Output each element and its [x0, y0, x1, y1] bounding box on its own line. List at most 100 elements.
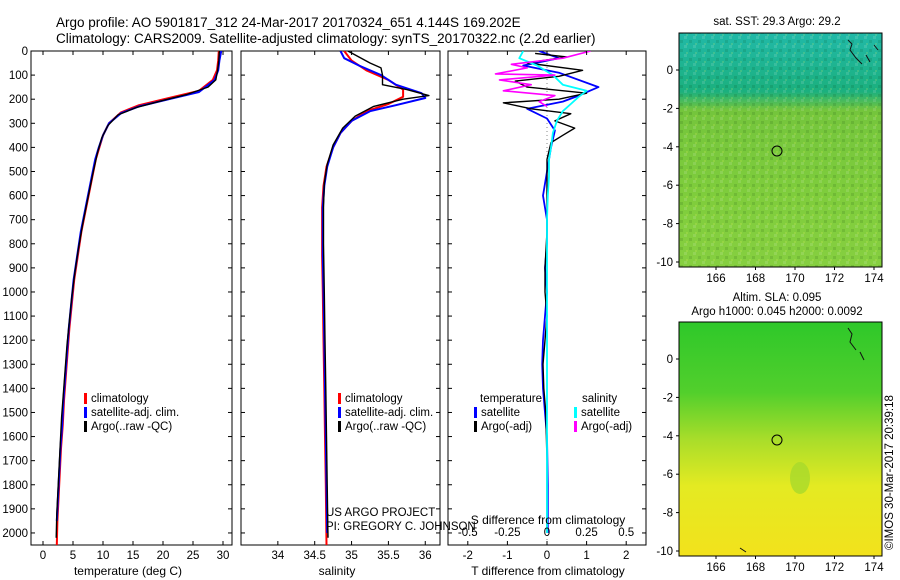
x-tick-label: 36: [419, 550, 432, 562]
legend-label-satellite: satellite-adj. clim.: [345, 407, 433, 419]
series-line-satellite-adj-clim-: [55, 51, 223, 521]
sla-axes: 0 -2 -4 -6 -8 -10 166 168 170 172 174: [656, 354, 884, 574]
legend-label-climatology: climatology: [91, 393, 149, 405]
map-lat-label: -10: [656, 546, 673, 558]
legend-title-salinity: salinity: [582, 393, 617, 405]
x-tick-label: 20: [157, 550, 170, 562]
series-line-t-satellite: [522, 51, 600, 533]
s-tick-label: 0.5: [618, 527, 634, 539]
x-tick-label: 10: [97, 550, 110, 562]
legend-swatch-climatology: [84, 393, 87, 404]
legend-swatch-s-argo: [574, 421, 577, 432]
series-line-climatology: [55, 51, 220, 545]
depth-tick-label: 1100: [3, 311, 28, 323]
map-lat-label: -10: [656, 257, 673, 269]
depth-tick-label: 200: [9, 94, 28, 106]
map-lat-label: -4: [663, 431, 674, 443]
depth-tick-label: 1000: [2, 287, 28, 299]
imos-stamp: ©IMOS 30-Mar-2017 20:39:18: [884, 395, 896, 550]
depth-tick-label: 500: [9, 166, 28, 178]
map-lon-label: 170: [785, 562, 804, 574]
sla-argo-location-marker: [771, 434, 783, 446]
difference-x-axis: -2 -1 0 1 2 -0.5 -0.25 0 0.25 0.5: [458, 51, 634, 562]
salinity-xlabel: salinity: [319, 564, 356, 578]
map-lon-label: 174: [864, 273, 884, 285]
map-lon-label: 172: [825, 273, 844, 285]
depth-tick-label: 900: [9, 263, 28, 275]
x-tick-label: 2: [623, 550, 629, 562]
s-tick-label: -0.5: [458, 527, 478, 539]
depth-tick-label: 1500: [2, 407, 28, 419]
depth-tick-label: 1700: [2, 456, 28, 468]
x-tick-label: 34: [271, 550, 284, 562]
legend-swatch-argo: [84, 421, 87, 432]
salinity-chart: [321, 51, 430, 545]
sst-axes: 0 -2 -4 -6 -8 -10 166 168 170 172 174: [656, 65, 884, 285]
s-difference-xlabel: S difference from climatology: [471, 513, 626, 527]
x-tick-label: 35: [345, 550, 358, 562]
map-lat-label: -8: [663, 508, 673, 520]
map-lon-label: 170: [785, 273, 804, 285]
legend-swatch-satellite: [338, 407, 341, 418]
credit-pi: PI: GREGORY C. JOHNSON: [326, 521, 476, 533]
sst-argo-location-marker: [771, 145, 783, 157]
map-lon-label: 166: [706, 273, 725, 285]
temperature-chart: [55, 51, 223, 545]
depth-tick-label: 0: [22, 46, 28, 58]
sla-subtitle: Argo h1000: 0.045 h2000: 0.0092: [691, 306, 862, 318]
sst-map-texture: [679, 33, 882, 267]
legend-swatch-t-argo: [474, 421, 477, 432]
legend-label-argo: Argo(..raw -QC): [345, 421, 426, 433]
depth-tick-label: 600: [9, 191, 28, 203]
legend-swatch-t-satellite: [474, 407, 477, 418]
salinity-panel-frame: [240, 50, 441, 546]
difference-legend: temperature satellite Argo(-adj) salinit…: [474, 393, 632, 433]
sla-title: Altim. SLA: 0.095: [733, 292, 822, 304]
sst-coastline: [847, 39, 879, 65]
s-tick-label: 0.25: [575, 527, 597, 539]
legend-label-satellite: satellite-adj. clim.: [91, 407, 179, 419]
x-tick-label: 34.5: [304, 550, 326, 562]
sst-title: sat. SST: 29.3 Argo: 29.2: [713, 16, 840, 28]
depth-tick-label: 1200: [2, 335, 28, 347]
legend-swatch-s-satellite: [574, 407, 577, 418]
map-lon-label: 166: [706, 562, 725, 574]
depth-tick-label: 100: [9, 70, 28, 82]
sst-map-panel: sat. SST: 29.3 Argo: 29.2 0 -2 -4 -6 -8 -10 16…: [656, 16, 884, 285]
sst-map-frame: [678, 32, 883, 268]
depth-axis: 0 100 200 300 400 500 600 700 800 900 1000 1100 1200…: [2, 46, 646, 540]
series-line-argo-raw-qc-: [322, 51, 430, 538]
salinity-legend: climatology satellite-adj. clim. Argo(..…: [338, 393, 433, 433]
map-lat-label: -2: [663, 392, 673, 404]
map-lat-label: -2: [663, 103, 673, 115]
map-lat-label: 0: [667, 65, 673, 77]
x-tick-label: 5: [70, 550, 76, 562]
map-lat-label: -4: [663, 142, 674, 154]
salinity-x-axis: 34 34.5 35 35.5 36: [271, 51, 432, 562]
sla-map-frame: [678, 321, 883, 557]
temperature-xlabel: temperature (deg C): [74, 564, 182, 578]
legend-label-s-argo: Argo(-adj): [581, 421, 632, 433]
header-line2: Climatology: CARS2009. Satellite-adjuste…: [56, 31, 596, 46]
legend-label-s-satellite: satellite: [581, 407, 620, 419]
depth-tick-label: 700: [9, 215, 28, 227]
map-lon-label: 168: [746, 562, 765, 574]
depth-tick-label: 2000: [2, 528, 28, 540]
depth-tick-label: 400: [9, 142, 28, 154]
x-tick-label: 30: [217, 550, 230, 562]
depth-tick-label: 1900: [2, 504, 28, 516]
series-line-s-satellite: [518, 51, 588, 533]
map-lat-label: -6: [663, 180, 673, 192]
legend-label-argo: Argo(..raw -QC): [91, 421, 172, 433]
legend-swatch-climatology: [338, 393, 341, 404]
map-lon-label: 174: [864, 562, 884, 574]
depth-tick-label: 1800: [2, 480, 28, 492]
legend-label-t-satellite: satellite: [481, 407, 520, 419]
sla-coastline: [739, 327, 865, 553]
depth-tick-label: 1300: [2, 359, 28, 371]
legend-title-temperature: temperature: [480, 393, 542, 405]
temperature-legend: climatology satellite-adj. clim. Argo(..…: [84, 393, 179, 433]
difference-chart: [494, 51, 600, 545]
temperature-panel-frame: [30, 50, 233, 546]
